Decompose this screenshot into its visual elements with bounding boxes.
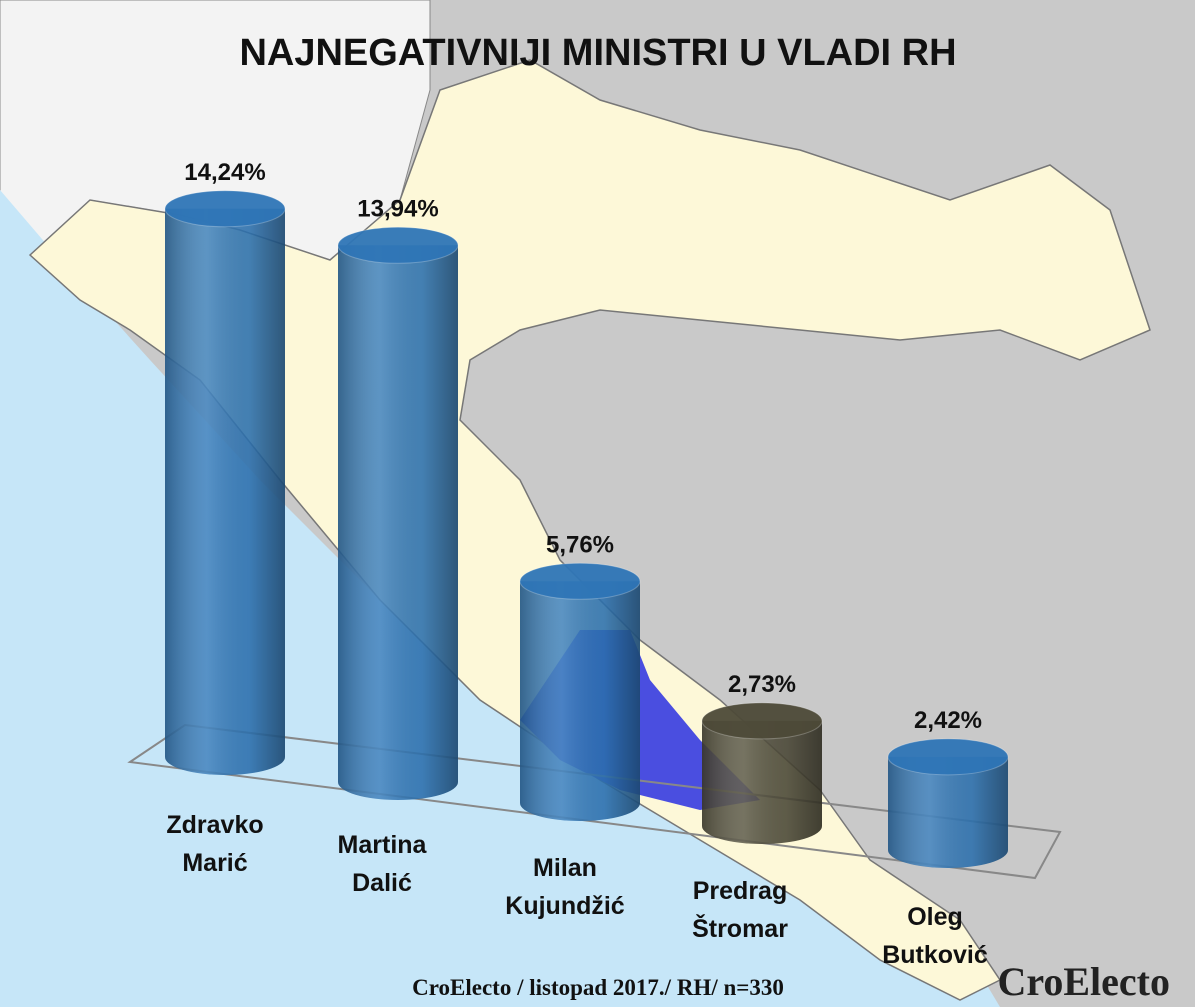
bar-shade [165,208,285,775]
value-label: 13,94% [357,196,438,223]
value-label: 14,24% [184,159,265,186]
bar-top [887,738,1009,776]
value-label: 2,42% [914,707,982,734]
value-label: 5,76% [546,532,614,559]
bar-shade [520,581,640,821]
watermark: CroElecto [997,959,1170,1004]
category-label: Martina Dalić [337,831,427,897]
bar-shade [338,245,458,800]
source: CroElecto / listopad 2017./ RH/ n=330 [412,975,784,1000]
bar-top [337,226,459,264]
map-sea [0,190,1000,1007]
chart-title: NAJNEGATIVNIJI MINISTRI U VLADI RH [239,32,956,74]
bar-top [519,562,641,600]
bar-shade [888,756,1008,868]
category-label: Oleg Butković [882,903,988,969]
value-label: 2,73% [728,671,796,698]
bar-top [701,702,823,740]
bar-shade [702,720,822,844]
category-label: Predrag Štromar [692,877,788,943]
category-label: Milan Kujundžić [505,854,625,920]
bar-top [164,190,286,228]
category-label: Zdravko Marić [166,811,264,877]
